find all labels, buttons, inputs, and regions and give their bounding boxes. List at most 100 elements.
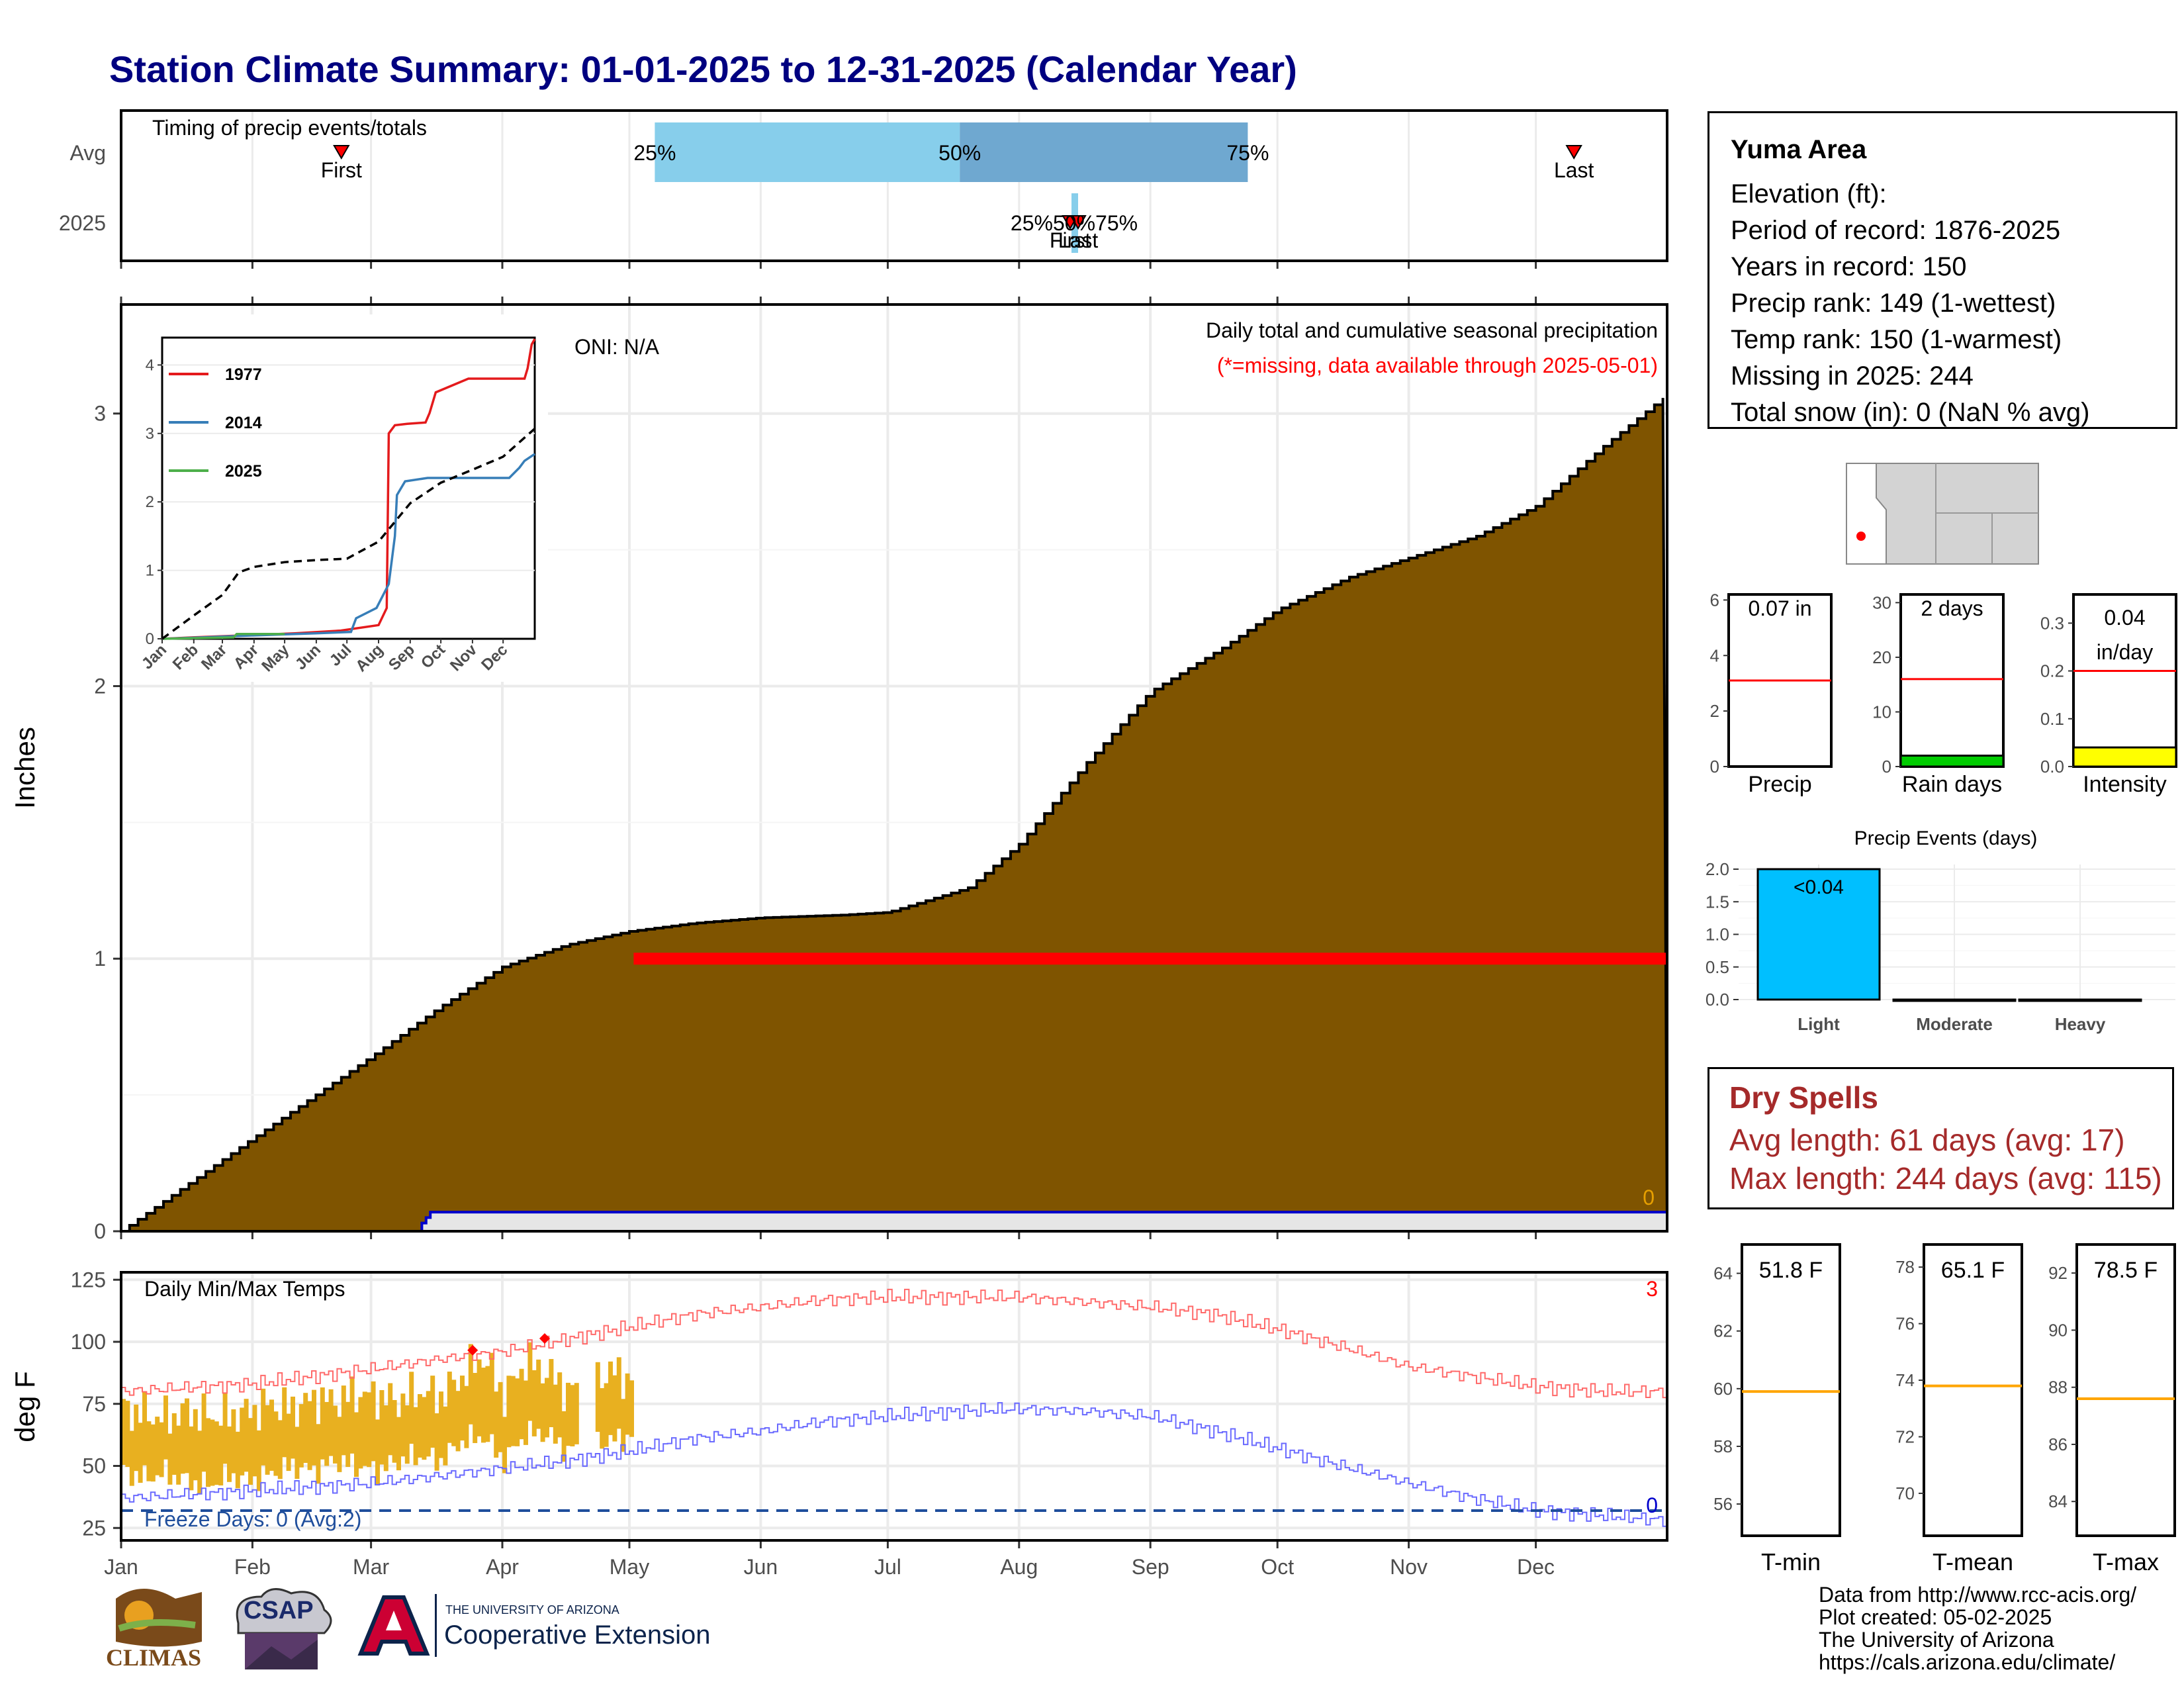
credit-plot-created: Plot created: 05-02-2025: [1819, 1605, 2052, 1629]
temp-bar-frame: [1741, 1243, 1841, 1537]
climas-text: CLIMAS: [106, 1644, 202, 1671]
daily-temp-bar: [519, 1368, 524, 1440]
inset-line-climatology: [161, 428, 536, 640]
temp-xtick-label: Jul: [874, 1555, 901, 1579]
temp-bar-category-label: T-min: [1761, 1548, 1821, 1575]
station-location-dot: [1856, 532, 1866, 541]
daily-temp-bar: [222, 1393, 228, 1464]
daily-temp-bar: [227, 1426, 232, 1482]
temp-bar-ytick-label: 88: [2048, 1378, 2068, 1397]
temp-xtick-label: Sep: [1132, 1555, 1169, 1579]
mini-bar-ytick-label: 20: [1872, 647, 1891, 667]
daily-temp-bar: [129, 1430, 134, 1486]
temp-bar-ytick-label: 90: [2048, 1320, 2068, 1340]
record-hot-marker: [539, 1333, 550, 1344]
daily-temp-bar: [506, 1376, 512, 1448]
mini-bar-ytick-label: 6: [1710, 590, 1719, 610]
temp-bar-value-label: 51.8 F: [1759, 1258, 1823, 1283]
daily-temp-bar: [502, 1417, 507, 1474]
temp-bar-category-label: T-mean: [1933, 1548, 2013, 1575]
events-ytick-label: 2.0: [1706, 859, 1729, 879]
daily-temp-bar: [413, 1407, 418, 1466]
precip-panel: 0 1 2 3 Daily total and cumulative seasonal…: [9, 297, 1669, 1243]
daily-temp-bar: [409, 1372, 414, 1444]
mini-bar-category-label: Intensity: [2083, 772, 2167, 797]
mini-bar-ytick-label: 30: [1872, 592, 1891, 612]
timing-label: Timing of precip events/totals: [152, 116, 427, 140]
avg-25-50-bar: [655, 122, 960, 182]
avg-first-marker: [333, 145, 350, 160]
events-category-label: Light: [1797, 1014, 1840, 1034]
temp-bar-ytick-label: 64: [1713, 1264, 1733, 1284]
daily-temp-bar: [612, 1375, 617, 1442]
daily-temp-bar: [510, 1376, 516, 1446]
daily-temp-bar: [163, 1395, 168, 1460]
csap-text: CSAP: [244, 1597, 314, 1624]
daily-temp-bar: [371, 1381, 376, 1462]
temp-xtick-label: May: [610, 1555, 649, 1579]
temp-bar-value-label: 65.1 F: [1941, 1258, 2005, 1283]
daily-temp-bar: [464, 1385, 469, 1448]
daily-temp-bar: [155, 1417, 160, 1476]
daily-temp-bar: [523, 1380, 528, 1445]
daily-temp-bar: [531, 1370, 537, 1436]
daily-temp-bar: [388, 1383, 393, 1456]
csap-emblem: [236, 1588, 332, 1669]
daily-temp-bar: [180, 1403, 185, 1474]
events-bar-heavy: [2018, 998, 2142, 1002]
daily-temp-bar: [256, 1430, 261, 1491]
mini-bar-category-label: Rain days: [1902, 772, 2002, 797]
events-category-label: Heavy: [2055, 1014, 2106, 1034]
daily-temp-bar: [481, 1368, 486, 1443]
credit-url: https://cals.arizona.edu/climate/: [1819, 1650, 2116, 1674]
daily-temp-bar: [235, 1431, 240, 1489]
events-ytick-label: 0.5: [1706, 957, 1729, 977]
daily-temp-bar: [553, 1384, 558, 1444]
daily-temp-bar: [418, 1394, 422, 1458]
daily-temp-bar: [379, 1389, 385, 1465]
precip-events-chart: Precip Events (days) Light Moderate Heavy <…: [1706, 827, 2175, 1034]
events-bar-light: [1756, 868, 1881, 1001]
daily-temp-bar: [138, 1423, 143, 1483]
mini-bar-value-label-2: in/day: [2097, 640, 2153, 664]
temp-xtick-label: Dec: [1517, 1555, 1555, 1579]
daily-temp-bar: [400, 1393, 406, 1457]
cumulative-2025-area: [418, 1211, 1668, 1233]
daily-temp-bar: [621, 1399, 626, 1452]
station-info-box: Yuma Area Elevation (ft): Period of reco…: [1707, 111, 2177, 429]
temp-bar-ytick-label: 58: [1713, 1436, 1733, 1456]
daily-temp-bar: [545, 1378, 549, 1438]
daily-temp-bar: [396, 1417, 401, 1471]
temp-bar-category-label: T-max: [2093, 1548, 2159, 1575]
daily-temp-bar: [252, 1405, 257, 1477]
pct75-label: 75%: [1226, 141, 1269, 165]
dry-spells-box: Dry Spells Avg length: 61 days (avg: 17)…: [1707, 1067, 2174, 1209]
daily-temp-bar: [608, 1361, 613, 1435]
daily-temp-bar: [595, 1362, 600, 1432]
daily-temp-bar: [244, 1399, 249, 1472]
daily-temp-bar: [167, 1433, 173, 1485]
inset-ytick-label: 2: [146, 493, 154, 511]
missing-data-markers: [633, 953, 1667, 965]
climas-logo: CLIMAS: [103, 1579, 215, 1678]
tmax-climatology-line: [121, 1288, 1668, 1399]
dry-spells-avg: Avg length: 61 days (avg: 17): [1729, 1123, 2125, 1157]
cumulative-climatology-area: [121, 398, 1669, 1233]
station-missing: Missing in 2025: 244: [1731, 361, 1974, 391]
station-temp-rank: Temp rank: 150 (1-warmest): [1731, 325, 2062, 354]
station-elevation: Elevation (ft):: [1731, 179, 1887, 209]
daily-temp-bar: [324, 1401, 330, 1466]
temp-bar-ytick-label: 92: [2048, 1263, 2068, 1283]
inset-ytick-label: 3: [146, 425, 154, 443]
temp-panel: Daily Min/Max Temps Freeze Days: 0 (Avg:…: [9, 1268, 1668, 1579]
avg-last-label: Last: [1554, 158, 1594, 182]
daily-temp-bar: [451, 1380, 457, 1446]
precip-zero-label: 0: [1643, 1186, 1655, 1209]
daily-temp-bar: [430, 1376, 435, 1448]
precip-events-title: Precip Events (days): [1854, 827, 2038, 849]
daily-temp-bar: [218, 1425, 224, 1486]
pct50-label: 50%: [938, 141, 981, 165]
daily-temp-bar: [358, 1397, 363, 1469]
temp-bar-ytick-label: 56: [1713, 1494, 1733, 1514]
